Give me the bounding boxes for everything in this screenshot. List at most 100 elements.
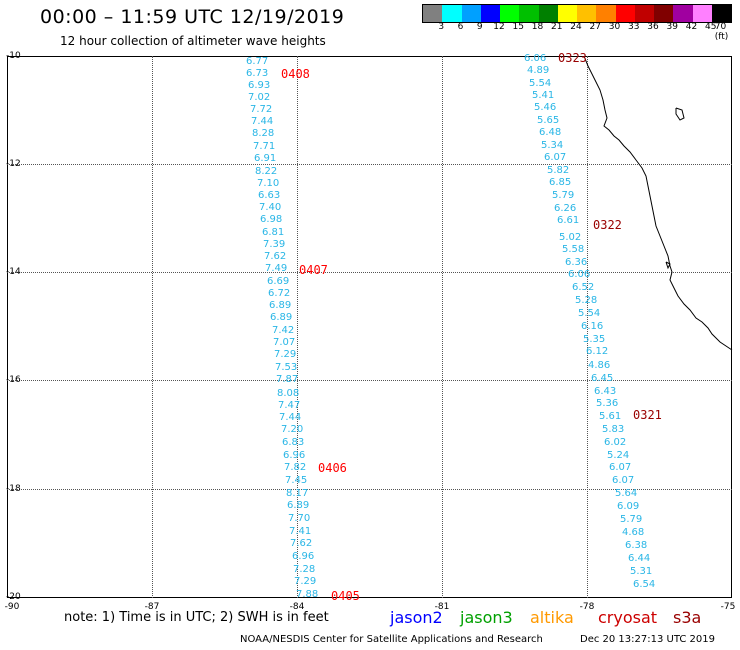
lat-label-20: -20 [6,592,21,602]
lon-label-90: -90 [4,602,20,612]
swh-value: 7.42 [272,325,295,336]
time-label: 0408 [281,67,310,81]
lat-label-16: -16 [6,375,21,385]
swh-value: 6.07 [544,152,567,163]
color-swatch [673,5,693,22]
swh-value: 8.08 [277,388,300,399]
swh-value: 7.87 [276,374,299,385]
swh-value: 4.68 [622,527,645,538]
legend-s3a: s3a [673,608,702,627]
swh-value: 7.82 [284,462,307,473]
swh-value: 5.61 [599,411,622,422]
swh-value: 6.02 [604,437,627,448]
swh-value: 7.70 [288,513,311,524]
swh-value: 6.72 [268,288,291,299]
swh-value: 5.35 [583,334,606,345]
map-title: 00:00 – 11:59 UTC 12/19/2019 [40,6,345,28]
swh-value: 7.47 [278,400,301,411]
color-swatch [577,5,597,22]
time-label: 0321 [633,408,662,422]
color-scale-label: 9 [476,22,483,32]
swh-value: 5.34 [541,140,564,151]
swh-value: 6.89 [270,312,293,323]
color-scale-bar [422,4,732,23]
swh-value: 7.71 [253,141,276,152]
swh-value: 6.54 [633,579,656,590]
swh-value: 6.89 [269,300,292,311]
lat-label-10: -10 [6,51,21,61]
lon-label-81: -81 [434,602,450,612]
color-scale-label: 6 [457,22,464,32]
lat-label-14: -14 [6,267,21,277]
swh-value: 7.39 [263,239,286,250]
swh-value: 7.20 [281,424,304,435]
grid-line-lat-14 [7,272,732,273]
time-label: 0406 [318,461,347,475]
color-scale-label: 15 [512,22,524,32]
swh-value: 6.96 [283,450,306,461]
swh-value: 5.02 [559,232,582,243]
grid-line-lon-81 [442,56,443,598]
color-swatch [461,5,481,22]
swh-value: 6.36 [565,257,588,268]
time-label: 0407 [299,263,328,277]
swh-value: 5.46 [534,102,557,113]
swh-value: 4.86 [588,360,611,371]
swh-value: 5.54 [578,308,601,319]
swh-value: 6.44 [628,553,651,564]
legend-cryosat: cryosat [598,608,658,627]
color-swatch [711,5,731,22]
grid-line-lat-18 [7,489,732,490]
swh-value: 6.81 [262,227,285,238]
swh-value: 6.09 [617,501,640,512]
legend-jason2: jason2 [390,608,443,627]
swh-value: 5.24 [607,450,630,461]
swh-value: 6.73 [246,68,269,79]
color-scale-label: 45 [705,22,717,32]
color-swatch [538,5,558,22]
time-label: 0322 [593,218,622,232]
swh-value: 6.38 [625,540,648,551]
legend-jason3: jason3 [460,608,513,627]
swh-value: 8.22 [255,166,278,177]
swh-value: 6.12 [586,346,609,357]
swh-value: 6.63 [258,190,281,201]
swh-value: 6.07 [609,462,632,473]
color-swatch [654,5,674,22]
grid-line-lon-78 [587,56,588,598]
lat-label-18: -18 [6,484,21,494]
swh-value: 6.85 [549,177,572,188]
grid-line-lon-84 [297,56,298,598]
grid-line-lat-16 [7,380,732,381]
color-swatch [615,5,635,22]
swh-value: 6.26 [554,203,577,214]
color-scale-label: 33 [628,22,640,32]
swh-value: 5.79 [552,190,575,201]
color-swatch [596,5,616,22]
swh-value: 6.52 [572,282,595,293]
swh-value: 5.58 [562,244,585,255]
color-swatch [442,5,462,22]
color-scale-label: 30 [608,22,621,32]
color-swatch [692,5,712,22]
swh-value: 6.06 [568,269,591,280]
lon-label-87: -87 [144,602,160,612]
lon-label-84: -84 [289,602,305,612]
swh-value: 7.10 [257,178,280,189]
color-swatch [500,5,520,22]
swh-value: 5.83 [602,424,625,435]
footer-credit: NOAA/NESDIS Center for Satellite Applica… [240,634,543,645]
color-swatch [480,5,500,22]
color-scale-label: 18 [531,22,544,32]
swh-value: 5.82 [547,165,570,176]
swh-value: 7.29 [294,576,317,587]
swh-value: 7.41 [289,526,312,537]
swh-value: 5.41 [532,90,555,101]
color-scale-label: 27 [589,22,601,32]
swh-value: 7.28 [293,564,316,575]
swh-value: 5.65 [537,115,560,126]
swh-value: 6.89 [287,500,310,511]
color-scale-label: 3 [438,22,445,32]
swh-value: 5.31 [630,566,653,577]
